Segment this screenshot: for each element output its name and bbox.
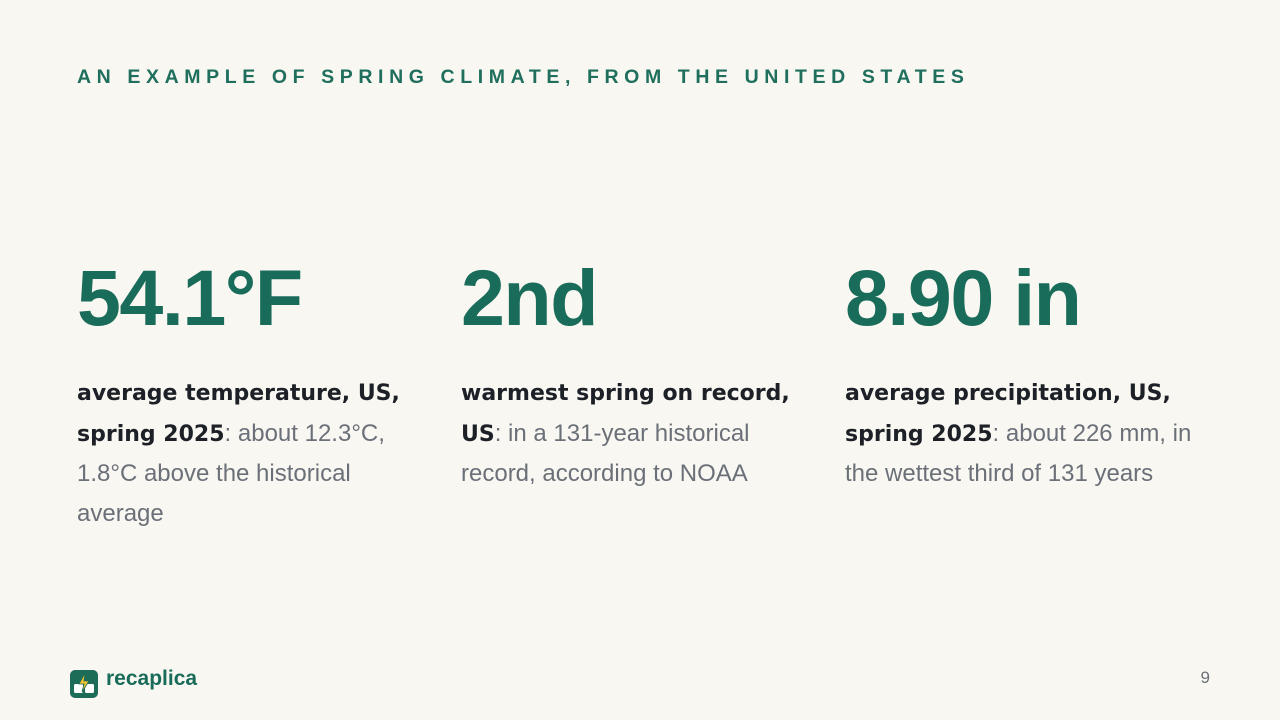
stat-precipitation: 8.90 in average precipitation, US, sprin… <box>845 250 1225 494</box>
stat-description: average temperature, US, spring 2025: ab… <box>77 373 427 533</box>
stat-value: 2nd <box>461 253 598 342</box>
stat-lead: warmest spring on record, US <box>461 381 790 447</box>
stat-detail: : about 226 mm, in the wettest third of … <box>845 419 1192 488</box>
stat-rank: 2nd warmest spring on record, US: in a 1… <box>461 250 811 494</box>
stat-detail: : about 12.3°C, 1.8°C above the historic… <box>77 419 385 527</box>
stat-lead: average temperature, US, spring 2025 <box>77 381 400 447</box>
stat-value: 54.1°F <box>77 253 303 342</box>
stat-description: average precipitation, US, spring 2025: … <box>845 373 1225 494</box>
footer-brand: recaplica <box>70 667 198 698</box>
slide-kicker: AN EXAMPLE OF SPRING CLIMATE, FROM THE U… <box>77 66 970 88</box>
recaplica-logo-icon <box>70 670 98 698</box>
stat-description: warmest spring on record, US: in a 131-y… <box>461 373 811 494</box>
brand-name: recaplica <box>106 667 198 690</box>
page-number: 9 <box>1200 668 1210 687</box>
stat-detail: : in a 131-year historical record, accor… <box>461 419 750 488</box>
stat-lead: average precipitation, US, spring 2025 <box>845 381 1171 447</box>
stat-temperature: 54.1°F average temperature, US, spring 2… <box>77 250 427 533</box>
stat-value: 8.90 in <box>845 253 1082 342</box>
